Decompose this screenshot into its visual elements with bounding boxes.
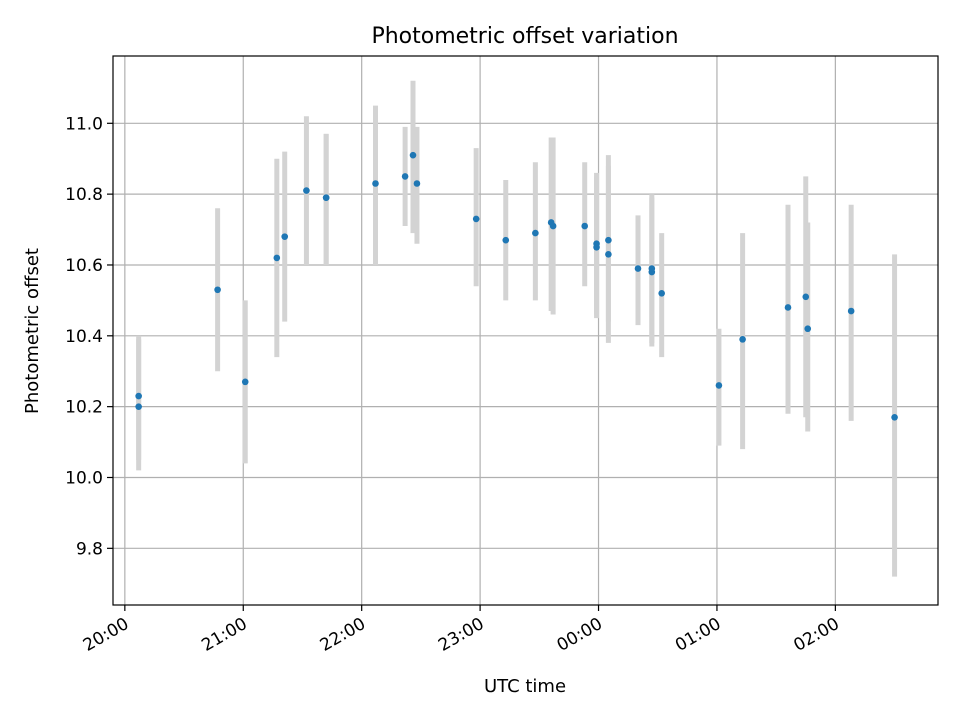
data-point [847, 307, 855, 315]
data-point [593, 243, 600, 251]
y-tick-label: 10.2 [65, 398, 103, 418]
data-point [135, 392, 142, 400]
y-tick-label: 10.8 [65, 185, 103, 205]
data-point [281, 233, 289, 240]
data-point [273, 254, 281, 262]
data-point [891, 413, 898, 421]
data-point [634, 265, 642, 272]
x-axis-label: UTC time [484, 676, 566, 697]
data-point [241, 378, 249, 386]
data-point [401, 173, 409, 180]
data-point [413, 180, 421, 187]
chart-title: Photometric offset variation [371, 24, 678, 49]
data-point [784, 304, 792, 311]
data-point [532, 229, 539, 237]
data-point [658, 290, 665, 297]
data-point [715, 382, 723, 389]
y-tick-label: 10.0 [65, 468, 103, 488]
data-point [605, 251, 612, 258]
y-tick-label: 10.6 [65, 256, 103, 276]
data-point [802, 293, 810, 301]
y-tick-label: 9.8 [76, 539, 103, 559]
data-point [409, 151, 417, 159]
data-points [135, 151, 898, 421]
data-point [605, 236, 612, 244]
grid-lines [113, 56, 938, 605]
y-axis-label: Photometric offset [22, 248, 43, 414]
data-point [549, 222, 557, 230]
data-point [135, 403, 142, 410]
data-point [303, 187, 310, 194]
y-tick-label: 11.0 [65, 114, 103, 134]
data-point [502, 236, 510, 244]
plot-frame [112, 55, 939, 606]
data-point [581, 222, 589, 230]
data-point [372, 180, 379, 187]
data-point [214, 286, 221, 294]
data-point [472, 215, 480, 223]
data-point [322, 194, 330, 201]
data-point [739, 336, 746, 343]
y-tick-label: 10.4 [65, 327, 103, 347]
data-point [804, 325, 812, 333]
data-point [648, 265, 656, 272]
